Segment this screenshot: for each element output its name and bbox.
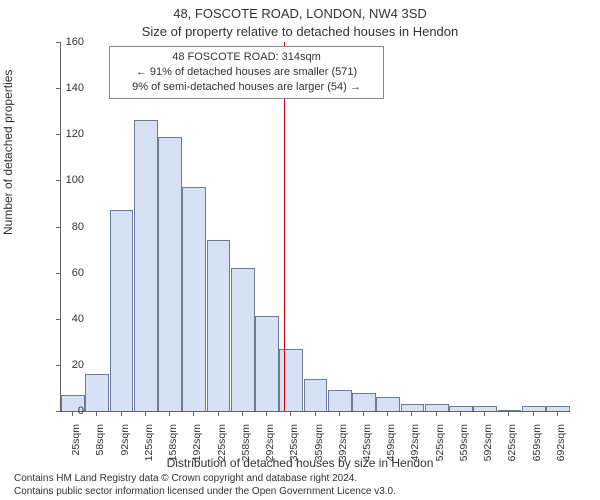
- x-tick-mark: [460, 412, 461, 416]
- x-tick-mark: [387, 412, 388, 416]
- x-tick-label: 225sqm: [216, 424, 228, 474]
- x-tick-mark: [96, 412, 97, 416]
- x-tick-mark: [557, 412, 558, 416]
- plot-area: 48 FOSCOTE ROAD: 314sqm← 91% of detached…: [60, 42, 570, 412]
- y-tick-mark: [56, 411, 60, 412]
- y-tick-mark: [56, 273, 60, 274]
- x-tick-mark: [218, 412, 219, 416]
- x-tick-label: 459sqm: [385, 424, 397, 474]
- histogram-bar: [376, 397, 400, 411]
- x-tick-label: 58sqm: [94, 424, 106, 474]
- x-tick-label: 492sqm: [409, 424, 421, 474]
- x-tick-label: 325sqm: [288, 424, 300, 474]
- footer-attribution: Contains HM Land Registry data © Crown c…: [14, 473, 396, 498]
- chart-container: 48, FOSCOTE ROAD, LONDON, NW4 3SD Size o…: [0, 0, 600, 500]
- histogram-bar: [522, 406, 546, 411]
- y-tick-mark: [56, 365, 60, 366]
- histogram-bar: [255, 316, 279, 411]
- y-tick-mark: [56, 227, 60, 228]
- x-tick-mark: [484, 412, 485, 416]
- x-tick-mark: [72, 412, 73, 416]
- x-tick-mark: [436, 412, 437, 416]
- x-tick-label: 692sqm: [555, 424, 567, 474]
- x-tick-mark: [363, 412, 364, 416]
- x-tick-mark: [266, 412, 267, 416]
- histogram-bar: [328, 390, 352, 411]
- x-tick-mark: [533, 412, 534, 416]
- footer-line2: Contains public sector information licen…: [14, 486, 396, 499]
- footer-line1: Contains HM Land Registry data © Crown c…: [14, 473, 396, 486]
- x-tick-label: 292sqm: [264, 424, 276, 474]
- y-tick-mark: [56, 180, 60, 181]
- x-tick-label: 192sqm: [191, 424, 203, 474]
- histogram-bar: [207, 240, 231, 411]
- histogram-bar: [85, 374, 109, 411]
- x-tick-mark: [315, 412, 316, 416]
- y-tick-mark: [56, 319, 60, 320]
- x-tick-label: 258sqm: [240, 424, 252, 474]
- annotation-line: 48 FOSCOTE ROAD: 314sqm: [116, 50, 377, 65]
- annotation-line: ← 91% of detached houses are smaller (57…: [116, 65, 377, 80]
- histogram-bar: [498, 410, 522, 411]
- x-tick-mark: [290, 412, 291, 416]
- y-axis-label: Number of detached properties: [1, 70, 15, 235]
- x-tick-mark: [242, 412, 243, 416]
- x-tick-label: 625sqm: [506, 424, 518, 474]
- chart-title-line1: 48, FOSCOTE ROAD, LONDON, NW4 3SD: [0, 6, 600, 21]
- x-tick-mark: [169, 412, 170, 416]
- x-tick-mark: [411, 412, 412, 416]
- x-tick-mark: [121, 412, 122, 416]
- y-tick-mark: [56, 42, 60, 43]
- histogram-bar: [425, 404, 449, 411]
- x-tick-label: 392sqm: [337, 424, 349, 474]
- x-tick-label: 525sqm: [434, 424, 446, 474]
- histogram-bar: [110, 210, 134, 411]
- x-tick-mark: [339, 412, 340, 416]
- histogram-bar: [231, 268, 255, 411]
- histogram-bar: [158, 137, 182, 411]
- histogram-bar: [182, 187, 206, 411]
- x-tick-label: 425sqm: [361, 424, 373, 474]
- x-tick-label: 359sqm: [313, 424, 325, 474]
- histogram-bar: [473, 406, 497, 411]
- histogram-bar: [449, 406, 473, 411]
- x-tick-mark: [193, 412, 194, 416]
- annotation-line: 9% of semi-detached houses are larger (5…: [116, 80, 377, 95]
- histogram-bar: [134, 120, 158, 411]
- x-tick-label: 92sqm: [119, 424, 131, 474]
- x-tick-label: 592sqm: [482, 424, 494, 474]
- x-tick-label: 158sqm: [167, 424, 179, 474]
- histogram-bar: [401, 404, 425, 411]
- histogram-bar: [352, 393, 376, 411]
- x-tick-label: 25sqm: [70, 424, 82, 474]
- x-tick-label: 559sqm: [458, 424, 470, 474]
- y-tick-mark: [56, 88, 60, 89]
- y-tick-mark: [56, 134, 60, 135]
- x-tick-mark: [508, 412, 509, 416]
- histogram-bar: [304, 379, 328, 411]
- annotation-box: 48 FOSCOTE ROAD: 314sqm← 91% of detached…: [109, 46, 384, 99]
- chart-title-line2: Size of property relative to detached ho…: [0, 24, 600, 39]
- histogram-bar: [279, 349, 303, 411]
- histogram-bar: [546, 406, 570, 411]
- x-tick-label: 659sqm: [531, 424, 543, 474]
- x-tick-label: 125sqm: [143, 424, 155, 474]
- x-tick-mark: [145, 412, 146, 416]
